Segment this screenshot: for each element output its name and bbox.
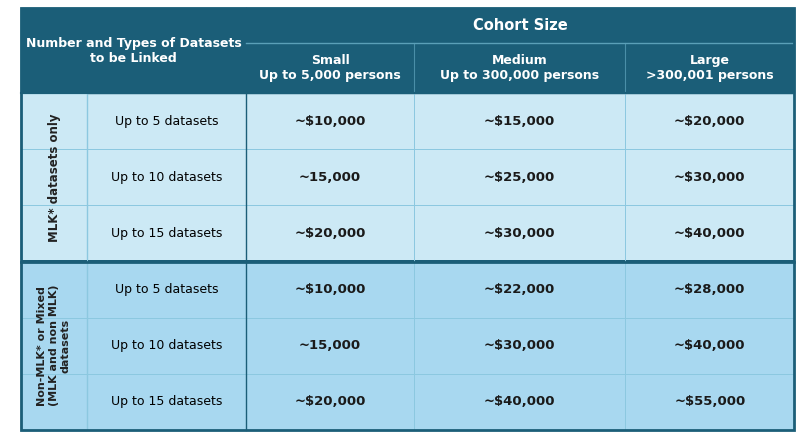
Text: Up to 10 datasets: Up to 10 datasets	[111, 339, 222, 352]
Bar	[21, 260, 794, 263]
Text: ~15,000: ~15,000	[299, 171, 361, 184]
Bar	[414, 374, 626, 430]
Bar	[21, 93, 87, 149]
Bar	[246, 8, 794, 43]
Bar	[21, 318, 87, 374]
Bar	[87, 374, 246, 430]
Bar	[246, 374, 414, 430]
Bar	[626, 261, 794, 318]
Text: ~$28,000: ~$28,000	[674, 283, 746, 296]
Bar	[626, 205, 794, 261]
Bar	[414, 43, 626, 93]
Bar	[21, 374, 87, 430]
Text: ~$25,000: ~$25,000	[484, 171, 555, 184]
Text: Small
Up to 5,000 persons: Small Up to 5,000 persons	[259, 54, 401, 82]
Text: ~$40,000: ~$40,000	[674, 227, 746, 240]
Bar	[87, 261, 246, 318]
Bar	[21, 93, 87, 261]
Text: ~$30,000: ~$30,000	[674, 171, 746, 184]
Bar	[626, 43, 794, 93]
Text: Up to 10 datasets: Up to 10 datasets	[111, 171, 222, 184]
Text: Cohort Size: Cohort Size	[473, 18, 568, 33]
Text: ~15,000: ~15,000	[299, 339, 361, 352]
Text: ~$20,000: ~$20,000	[294, 227, 366, 240]
Text: Large
>300,001 persons: Large >300,001 persons	[646, 54, 774, 82]
Bar	[246, 43, 414, 93]
Bar	[87, 93, 246, 149]
Text: ~$10,000: ~$10,000	[294, 283, 366, 296]
Text: Up to 5 datasets: Up to 5 datasets	[115, 115, 219, 127]
Bar	[246, 93, 414, 149]
Bar	[414, 149, 626, 205]
Text: ~$15,000: ~$15,000	[484, 115, 555, 127]
Text: Up to 15 datasets: Up to 15 datasets	[111, 396, 222, 408]
Bar	[626, 93, 794, 149]
Bar	[21, 8, 246, 93]
Text: Non-MLK* or Mixed
(MLK and non MLK)
datasets: Non-MLK* or Mixed (MLK and non MLK) data…	[38, 285, 71, 406]
Bar	[246, 205, 414, 261]
Bar	[87, 205, 246, 261]
Bar	[626, 374, 794, 430]
Bar	[626, 318, 794, 374]
Text: ~$40,000: ~$40,000	[674, 339, 746, 352]
Bar	[414, 93, 626, 149]
Text: ~$40,000: ~$40,000	[484, 396, 556, 408]
Text: Up to 15 datasets: Up to 15 datasets	[111, 227, 222, 240]
Bar	[21, 205, 87, 261]
Text: Number and Types of Datasets
to be Linked: Number and Types of Datasets to be Linke…	[26, 36, 241, 64]
Text: ~$55,000: ~$55,000	[674, 396, 745, 408]
Bar	[626, 149, 794, 205]
Bar	[414, 318, 626, 374]
Bar	[21, 149, 87, 205]
Bar	[246, 149, 414, 205]
Bar	[414, 205, 626, 261]
Bar	[87, 149, 246, 205]
Bar	[246, 261, 414, 318]
Text: Medium
Up to 300,000 persons: Medium Up to 300,000 persons	[440, 54, 599, 82]
Text: MLK* datasets only: MLK* datasets only	[47, 113, 60, 241]
Bar	[414, 261, 626, 318]
Text: ~$20,000: ~$20,000	[674, 115, 746, 127]
Text: ~$10,000: ~$10,000	[294, 115, 366, 127]
Text: ~$20,000: ~$20,000	[294, 396, 366, 408]
Text: ~$22,000: ~$22,000	[484, 283, 555, 296]
Bar	[21, 261, 87, 318]
Text: ~$30,000: ~$30,000	[484, 339, 556, 352]
Text: Up to 5 datasets: Up to 5 datasets	[115, 283, 219, 296]
Bar	[246, 318, 414, 374]
Bar	[21, 261, 87, 430]
Bar	[87, 318, 246, 374]
Text: ~$30,000: ~$30,000	[484, 227, 556, 240]
